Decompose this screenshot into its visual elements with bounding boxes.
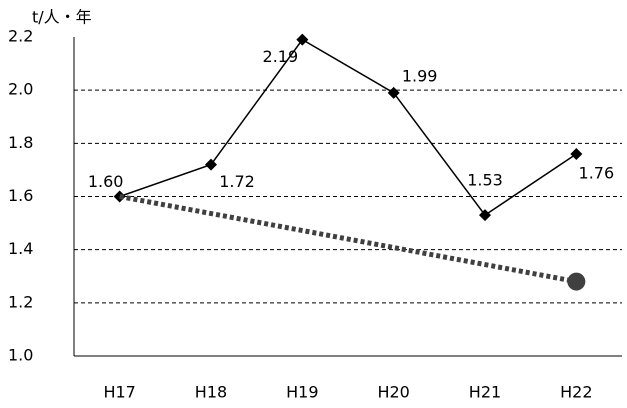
data-label: 1.60 bbox=[88, 172, 124, 191]
x-tick-label: H21 bbox=[469, 383, 501, 402]
y-tick-label: 1.6 bbox=[8, 186, 33, 205]
y-axis-label: t/人・年 bbox=[32, 8, 92, 27]
y-tick-label: 1.8 bbox=[8, 133, 33, 152]
point bbox=[296, 33, 309, 46]
y-tick-label: 2.2 bbox=[8, 27, 33, 46]
y-tick-label: 2.0 bbox=[8, 80, 33, 99]
x-tick-label: H18 bbox=[195, 383, 227, 402]
y-tick-label: 1.0 bbox=[8, 346, 33, 365]
x-tick-label: H22 bbox=[560, 383, 592, 402]
point bbox=[479, 209, 491, 222]
point bbox=[570, 147, 583, 160]
data-label: 1.53 bbox=[467, 171, 503, 190]
x-tick-label: H19 bbox=[286, 383, 318, 402]
series-line bbox=[119, 38, 577, 217]
point bbox=[205, 158, 217, 171]
data-label: 1.72 bbox=[219, 172, 255, 191]
data-label: 1.99 bbox=[402, 66, 438, 85]
y-tick-label: 1.4 bbox=[8, 239, 33, 258]
series-line bbox=[119, 194, 577, 285]
point bbox=[567, 272, 586, 291]
x-tick-label: H20 bbox=[377, 383, 409, 402]
point bbox=[387, 86, 400, 99]
data-label: 1.76 bbox=[579, 163, 615, 182]
y-tick-label: 1.2 bbox=[8, 292, 33, 311]
data-label: 2.19 bbox=[263, 47, 299, 66]
x-tick-label: H17 bbox=[103, 383, 135, 402]
